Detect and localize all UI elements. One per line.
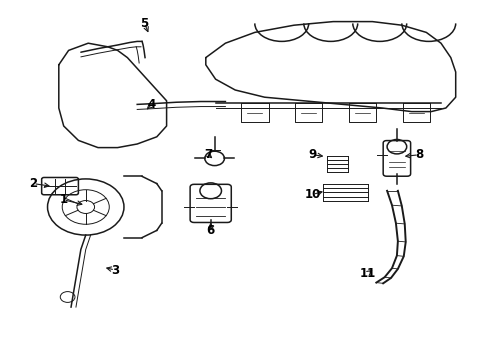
- Text: 1: 1: [60, 193, 68, 206]
- Text: 3: 3: [111, 264, 119, 276]
- Text: 8: 8: [415, 148, 423, 161]
- Text: 9: 9: [309, 148, 317, 161]
- Text: 7: 7: [204, 148, 212, 161]
- Text: 11: 11: [359, 267, 376, 280]
- Text: 10: 10: [304, 188, 321, 201]
- Text: 6: 6: [207, 224, 215, 237]
- Text: 2: 2: [29, 177, 37, 190]
- Text: 4: 4: [148, 98, 156, 111]
- Text: 5: 5: [141, 17, 148, 30]
